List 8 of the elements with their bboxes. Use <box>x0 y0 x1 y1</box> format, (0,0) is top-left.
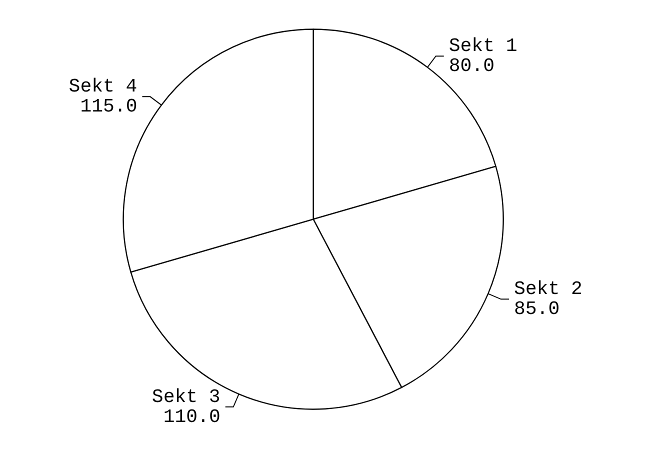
data-label: 85.0 <box>514 298 560 320</box>
slice-label: Sekt 2 <box>514 278 582 300</box>
data-label: 80.0 <box>448 55 494 78</box>
data-label: 110.0 <box>163 406 220 428</box>
slice-label: Sekt 3 <box>152 386 220 408</box>
data-label: 115.0 <box>80 96 138 118</box>
slice-label: Sekt 1 <box>448 35 518 58</box>
slice-label: Sekt 4 <box>68 76 138 98</box>
